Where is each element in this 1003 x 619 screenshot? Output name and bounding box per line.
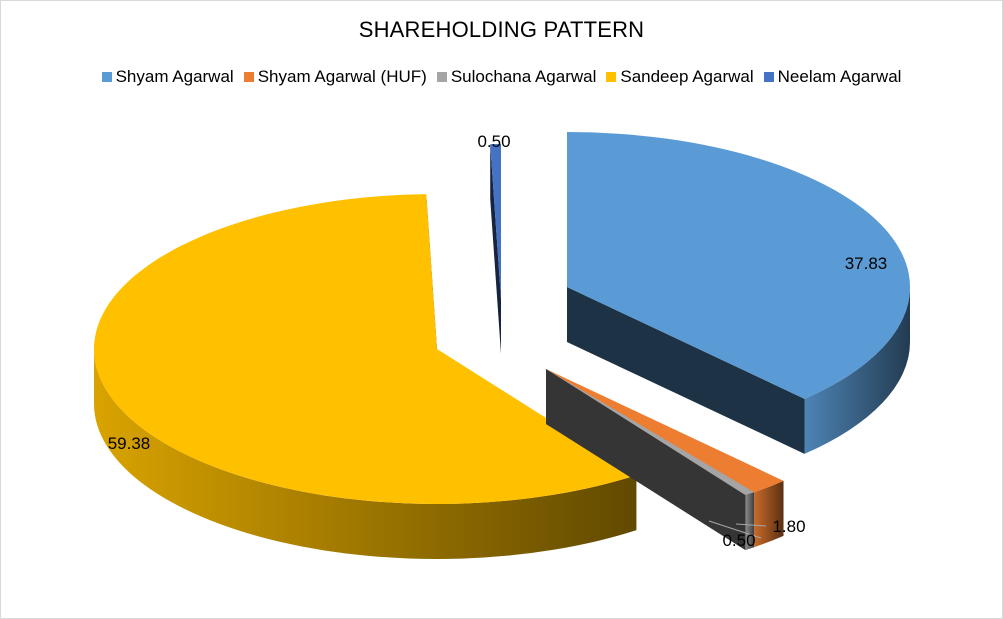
data-label: 37.83 <box>845 254 888 273</box>
leader-line <box>708 520 762 539</box>
legend-label: Shyam Agarwal <box>115 67 234 86</box>
legend-swatch <box>101 72 112 82</box>
pie-slice-wall <box>490 144 501 354</box>
legend-swatch <box>763 72 774 82</box>
legend-item-shyam-agarwal: Shyam Agarwal <box>101 67 234 87</box>
legend-item-sandeep-agarwal: Sandeep Agarwal <box>606 67 754 87</box>
pie-slice-sandeep-agarwal <box>93 194 637 559</box>
legend-label: Sandeep Agarwal <box>620 67 754 86</box>
data-label: 1.80 <box>772 517 805 536</box>
leader-line <box>735 523 767 527</box>
legend-item-neelam-agarwal: Neelam Agarwal <box>763 67 902 87</box>
legend-label: Shyam Agarwal (HUF) <box>257 67 427 86</box>
pie-slice-neelam-agarwal <box>490 144 501 354</box>
legend-item-sulochana-agarwal: Sulochana Agarwal <box>436 67 597 87</box>
pie-slice-top <box>93 194 637 504</box>
pie-slice-sulochana-agarwal <box>546 369 755 551</box>
legend-swatch <box>436 72 447 82</box>
pie-slice-wall <box>546 369 746 551</box>
pie-slice-top <box>546 369 755 496</box>
pie-slice-top <box>546 369 784 493</box>
data-label: 0.50 <box>722 531 755 550</box>
pie-slice-side <box>804 287 910 454</box>
pie-slice-side <box>754 480 784 548</box>
pie-slice-side <box>94 349 637 559</box>
pie-slice-shyam-agarwal <box>567 132 910 454</box>
legend-label: Neelam Agarwal <box>777 67 902 86</box>
pie-slice-wall <box>567 287 805 454</box>
data-label: 0.50 <box>477 132 510 151</box>
pie-slice-top <box>490 144 501 299</box>
legend-item-shyam-agarwal-huf: Shyam Agarwal (HUF) <box>243 67 427 87</box>
pie-slice-side <box>745 492 755 551</box>
legend-swatch <box>243 72 254 82</box>
chart-legend: Shyam Agarwal Shyam Agarwal (HUF) Suloch… <box>1 67 1002 87</box>
legend-label: Sulochana Agarwal <box>450 67 597 86</box>
data-label: 59.38 <box>108 434 151 453</box>
chart-title: SHAREHOLDING PATTERN <box>358 17 645 42</box>
legend-swatch <box>606 72 617 82</box>
pie-slice-top <box>567 132 910 399</box>
